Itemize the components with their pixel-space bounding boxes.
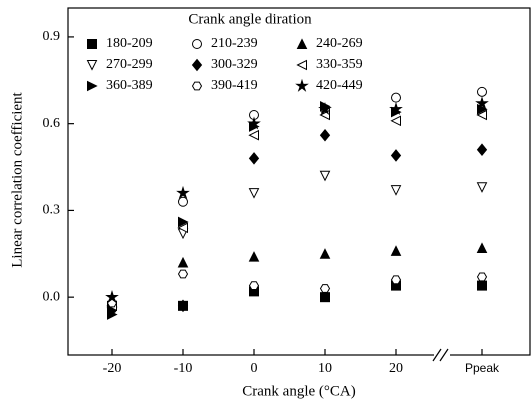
marker (318, 102, 332, 116)
legend-marker (296, 38, 308, 49)
legend-label: 180-209 (106, 36, 153, 51)
marker (178, 216, 189, 228)
legend-marker (192, 39, 202, 49)
legend-label: 240-269 (316, 36, 363, 51)
marker (476, 109, 487, 121)
legend-label: 360-389 (106, 78, 153, 93)
marker (247, 116, 261, 130)
legend-label: 390-419 (211, 78, 258, 93)
marker (248, 152, 260, 165)
marker (477, 86, 487, 97)
y-tick-label: 0.3 (43, 203, 61, 218)
x-tick-label: -10 (174, 361, 193, 376)
marker (390, 185, 402, 196)
legend-label: 420-449 (316, 78, 363, 93)
marker (390, 275, 402, 285)
marker (476, 272, 488, 282)
x-tick-label: 10 (318, 361, 332, 376)
legend-label: 270-299 (106, 57, 153, 72)
marker (248, 281, 260, 290)
marker (390, 245, 402, 256)
legend-marker (86, 60, 98, 71)
marker (107, 309, 118, 320)
y-axis-label: Linear correlation coefficient (9, 91, 25, 267)
marker (391, 92, 401, 103)
y-tick-label: 0.6 (43, 116, 61, 131)
marker (475, 96, 489, 110)
legend-marker (191, 58, 203, 72)
x-tick-label: Ppeak (465, 361, 500, 375)
marker (177, 299, 189, 313)
marker (177, 222, 188, 234)
x-tick-label: -20 (103, 361, 122, 376)
marker (248, 188, 260, 199)
y-tick-label: 0.9 (43, 29, 61, 44)
legend-title: Crank angle diration (188, 11, 312, 27)
marker (319, 128, 331, 142)
plot-frame (67, 7, 531, 356)
legend-marker (296, 59, 307, 71)
legend-label: 210-239 (211, 36, 258, 51)
marker (248, 251, 260, 262)
marker (105, 289, 119, 303)
x-axis-label: Crank angle (°CA) (242, 383, 355, 399)
legend-marker (87, 80, 98, 92)
marker (319, 170, 331, 182)
marker (248, 129, 259, 141)
axis-break-gap (434, 350, 450, 360)
legend-label: 300-329 (211, 57, 258, 72)
marker (476, 242, 488, 254)
axis-break (432, 348, 442, 362)
marker (476, 182, 488, 193)
marker (176, 185, 190, 199)
marker (178, 196, 188, 207)
marker (390, 149, 402, 162)
y-tick-label: 0.0 (43, 289, 61, 304)
marker (319, 284, 331, 293)
marker (320, 292, 330, 303)
marker (476, 143, 488, 156)
marker (477, 280, 487, 291)
x-tick-label: 20 (389, 361, 403, 376)
axis-break (439, 348, 449, 362)
legend-marker (87, 39, 97, 49)
marker (177, 256, 189, 268)
marker (389, 102, 403, 116)
marker (390, 115, 401, 127)
x-tick-label: 0 (251, 361, 258, 376)
marker (177, 269, 189, 279)
legend-marker (191, 81, 203, 91)
legend-marker (295, 78, 309, 92)
marker (319, 248, 331, 259)
legend-label: 330-359 (316, 57, 363, 72)
